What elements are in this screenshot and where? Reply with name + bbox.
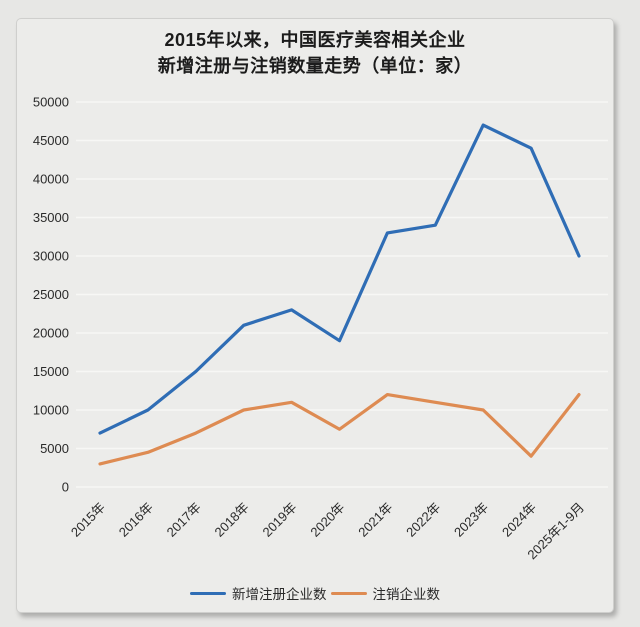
legend-item-new-registrations: 新增注册企业数 — [190, 583, 327, 603]
x-tick-label: 2021年 — [355, 500, 395, 540]
x-tick-label: 2015年 — [68, 500, 108, 540]
x-tick-label: 2022年 — [403, 500, 443, 540]
legend-line-orange — [330, 591, 367, 595]
chart-card: 2015年以来，中国医疗美容相关企业 新增注册与注销数量走势（单位：家） 0 50… — [16, 18, 614, 613]
x-tick-label: 2020年 — [307, 500, 347, 540]
x-tick-label: 2023年 — [451, 500, 491, 540]
line-chart-plot: 0 5000 10000 15000 20000 25000 30000 35000 40000… — [33, 95, 608, 562]
y-tick-label: 50000 — [33, 95, 69, 110]
y-tick-label: 10000 — [33, 403, 69, 418]
chart-title-line1: 2015年以来，中国医疗美容相关企业 — [164, 30, 466, 50]
chart-legend: 新增注册企业数 注销企业数 — [17, 583, 613, 603]
legend-label-new-registrations: 新增注册企业数 — [232, 587, 327, 602]
y-tick-label: 25000 — [33, 287, 69, 302]
x-tick-label: 2017年 — [164, 500, 204, 540]
series-line-0 — [98, 123, 581, 435]
y-tick-label: 15000 — [33, 364, 69, 379]
y-tick-label: 45000 — [33, 133, 69, 148]
x-tick-label: 2018年 — [212, 500, 252, 540]
legend-line-blue — [190, 591, 226, 595]
x-tick-label: 2016年 — [116, 500, 156, 540]
legend-item-deregistrations: 注销企业数 — [330, 583, 441, 603]
y-tick-label: 0 — [62, 480, 69, 495]
x-tick-label: 2024年 — [499, 500, 539, 540]
legend-label-deregistrations: 注销企业数 — [372, 587, 441, 602]
chart-title-line2: 新增注册与注销数量走势（单位：家） — [157, 56, 473, 76]
chart-title: 2015年以来，中国医疗美容相关企业 新增注册与注销数量走势（单位：家） — [17, 27, 613, 79]
series-line-1 — [98, 393, 581, 466]
y-tick-label: 5000 — [40, 441, 69, 456]
x-tick-label: 2019年 — [259, 500, 299, 540]
y-tick-label: 40000 — [33, 172, 69, 187]
y-tick-label: 35000 — [33, 210, 69, 225]
y-tick-label: 20000 — [33, 326, 69, 341]
y-tick-label: 30000 — [33, 249, 69, 264]
